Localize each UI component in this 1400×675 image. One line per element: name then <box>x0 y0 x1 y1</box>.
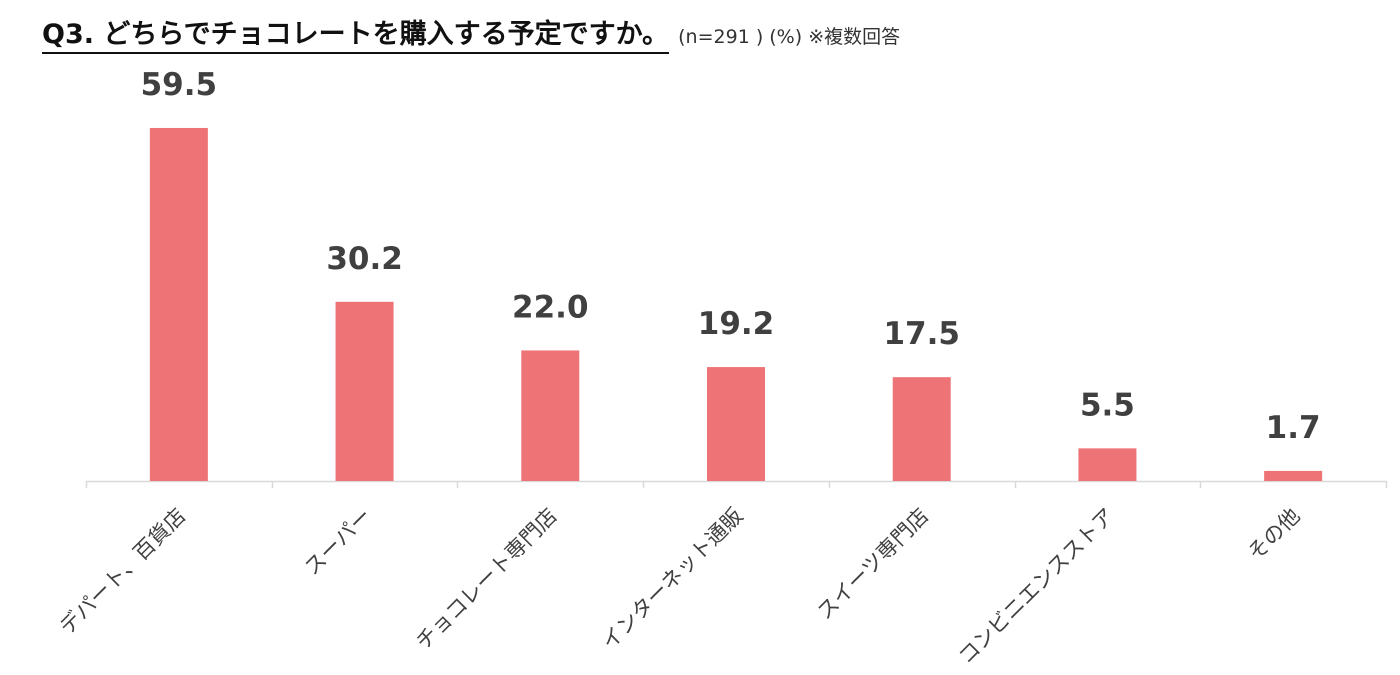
chart-title: Q3. どちらでチョコレートを購入する予定ですか。 <box>42 12 670 54</box>
data-label: 17.5 <box>883 316 960 352</box>
data-label: 22.0 <box>512 289 589 325</box>
bar <box>1078 448 1137 481</box>
bar <box>1264 470 1323 481</box>
data-label: 30.2 <box>326 241 403 277</box>
bar <box>149 127 208 481</box>
x-tick-label: スイーツ専門店 <box>813 504 934 625</box>
bar <box>335 301 394 481</box>
x-tick-label: コンビニエンスストア <box>954 504 1119 669</box>
x-tick-label: デパート、百貨店 <box>55 504 190 639</box>
x-tick-label: スーパー <box>300 504 376 580</box>
data-label: 59.5 <box>141 67 218 103</box>
bar <box>707 367 765 481</box>
x-tick-label: チョコレート専門店 <box>411 504 562 655</box>
x-tick-label: インターネット通販 <box>597 504 748 655</box>
bar <box>892 377 951 481</box>
chart-header: Q3. どちらでチョコレートを購入する予定ですか。 (n=291 ) (%) ※… <box>42 12 900 54</box>
data-label: 1.7 <box>1266 410 1321 446</box>
x-tick-label: その他 <box>1243 504 1305 566</box>
data-label: 19.2 <box>698 306 775 342</box>
bar <box>521 350 580 481</box>
chart-note: (n=291 ) (%) ※複数回答 <box>678 26 901 48</box>
data-label: 5.5 <box>1080 387 1135 423</box>
